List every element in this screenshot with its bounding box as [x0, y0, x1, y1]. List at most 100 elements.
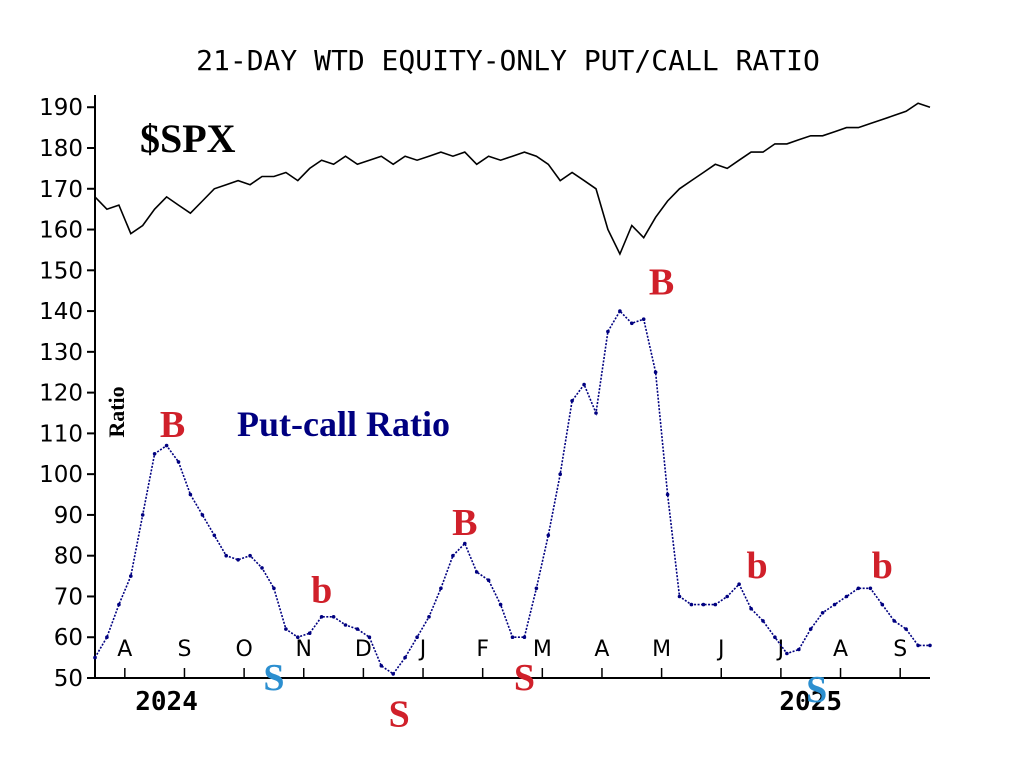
sell-signal-label: S [389, 694, 410, 736]
putcall-point [188, 492, 193, 497]
putcall-point [844, 594, 849, 599]
putcall-point [522, 635, 527, 639]
x-tick-label: A [594, 637, 609, 662]
buy-signal-label: B [452, 502, 477, 544]
putcall-point [677, 594, 682, 599]
y-tick-label: 80 [54, 544, 83, 570]
putcall-point [558, 472, 562, 477]
putcall-point [820, 611, 825, 615]
x-tick-label: A [117, 637, 132, 662]
x-tick-label: S [893, 637, 907, 662]
x-tick-label: J [776, 637, 785, 662]
putcall-point [653, 370, 658, 375]
y-ticks: 50 60 70 80 90 100 110 120 130 140 150 160 170 180 190 [39, 95, 95, 692]
putcall-point [105, 635, 109, 639]
putcall-point [176, 460, 181, 464]
putcall-point [880, 602, 885, 607]
putcall-series-label: Put-call Ratio [237, 404, 450, 444]
putcall-point [451, 553, 455, 558]
x-tick-label: J [716, 637, 725, 662]
putcall-point [749, 606, 753, 611]
putcall-point [832, 602, 837, 607]
x-tick-label: M [533, 637, 552, 662]
x-tick-label: A [833, 637, 848, 662]
x-tick-label: J [418, 637, 427, 662]
sell-signal-label: S [514, 657, 535, 699]
putcall-point [892, 619, 896, 623]
putcall-point [737, 582, 741, 586]
putcall-point [582, 382, 586, 387]
putcall-point [594, 411, 598, 415]
putcall-line [94, 309, 930, 675]
putcall-point [284, 627, 288, 631]
putcall-point [415, 635, 419, 639]
putcall-point [236, 558, 240, 562]
y-tick-label: 100 [39, 462, 83, 488]
x-tick-label: S [177, 637, 191, 662]
putcall-point [665, 492, 670, 497]
y-tick-label: 150 [39, 258, 83, 284]
x-tick-label: N [296, 637, 312, 662]
putcall-point [474, 570, 479, 574]
putcall-point [689, 602, 694, 607]
putcall-point [546, 533, 551, 538]
putcall-point [379, 664, 384, 668]
putcall-point [117, 602, 121, 607]
y-tick-label: 110 [39, 421, 83, 447]
putcall-point [307, 631, 312, 635]
y-tick-label: 50 [54, 666, 83, 692]
y-tick-label: 180 [39, 136, 83, 162]
putcall-point [200, 513, 205, 517]
putcall-point [606, 329, 610, 334]
buy-signal-label: b [872, 545, 893, 587]
y-tick-label: 60 [54, 625, 83, 651]
putcall-point [224, 553, 228, 558]
putcall-point [319, 615, 324, 619]
putcall-point [713, 602, 718, 607]
putcall-point [272, 586, 276, 591]
x-tick-label: M [652, 637, 671, 662]
sell-signal-label: S [806, 669, 827, 711]
putcall-point [486, 578, 491, 582]
putcall-point [355, 627, 360, 631]
putcall-point [331, 615, 336, 619]
year-labels: 2024 2025 [135, 687, 842, 717]
putcall-point [129, 574, 133, 578]
putcall-point [785, 651, 789, 656]
putcall-point [904, 627, 908, 631]
putcall-point [725, 594, 729, 599]
plot-frame [94, 95, 930, 679]
putcall-point [618, 309, 622, 313]
x-tick-label: F [476, 637, 489, 662]
putcall-point [140, 513, 145, 517]
putcall-point [498, 602, 503, 607]
y-tick-label: 160 [39, 218, 83, 244]
putcall-point [534, 586, 539, 591]
putcall-point [773, 635, 777, 639]
buy-signal-label: B [649, 261, 674, 303]
y-tick-label: 70 [54, 584, 83, 610]
putcall-point [212, 533, 217, 538]
y-tick-label: 140 [39, 299, 83, 325]
x-tick-label: O [235, 637, 252, 662]
buy-signal-label: B [160, 404, 185, 446]
x-tick-label: D [355, 637, 372, 662]
putcall-point [296, 635, 300, 639]
y-tick-label: 120 [39, 381, 83, 407]
putcall-point [797, 647, 801, 652]
sell-signal-label: S [263, 657, 284, 699]
y-tick-label: 90 [54, 503, 83, 529]
putcall-point [641, 317, 646, 322]
putcall-point [570, 399, 574, 403]
year-label: 2024 [135, 687, 198, 717]
putcall-point [856, 586, 861, 591]
putcall-point [928, 643, 932, 648]
putcall-point [367, 635, 372, 639]
putcall-point [630, 321, 634, 326]
spx-line [94, 102, 931, 256]
signal-layer: B B Bb b b S S S S [160, 261, 893, 735]
putcall-point [403, 655, 407, 660]
putcall-point [152, 452, 157, 456]
putcall-point [427, 615, 431, 619]
